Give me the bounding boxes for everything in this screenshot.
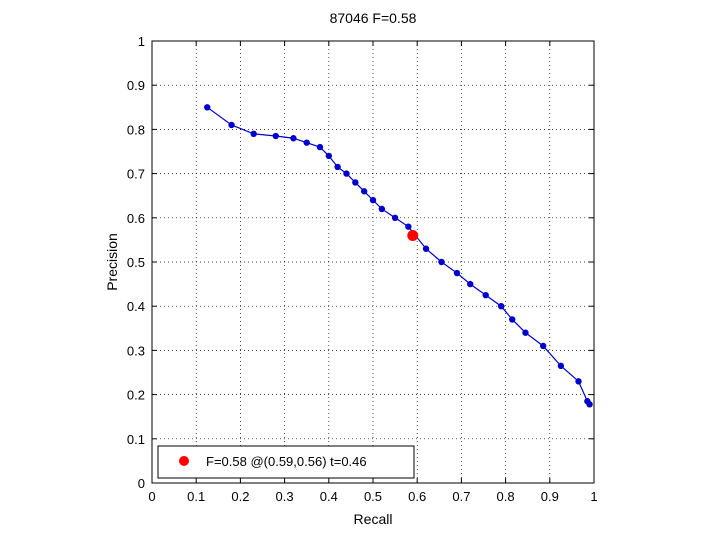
- y-tick-label: 0.9: [127, 78, 145, 93]
- data-point: [378, 205, 386, 213]
- data-point: [509, 316, 516, 323]
- data-point: [250, 130, 257, 138]
- x-tick-label: 0.3: [276, 489, 294, 504]
- x-tick-label: 0.2: [231, 489, 249, 504]
- data-point: [586, 401, 593, 408]
- y-tick-label: 0.5: [127, 255, 145, 270]
- y-tick-label: 0.2: [127, 388, 145, 403]
- series-line: [206, 106, 591, 405]
- data-point: [539, 342, 547, 350]
- data-point: [497, 303, 505, 310]
- legend-box: [157, 445, 415, 479]
- x-tick-label: 0.8: [497, 489, 515, 504]
- x-tick-label: 0: [148, 489, 155, 504]
- x-tick-label: 0.7: [452, 489, 470, 504]
- data-point: [405, 223, 412, 230]
- data-point: [575, 378, 582, 385]
- x-tick-label: 0.1: [187, 489, 205, 504]
- x-tick-label: 0.9: [541, 489, 559, 504]
- data-point: [325, 152, 332, 160]
- data-point: [557, 362, 565, 370]
- data-point: [467, 280, 474, 288]
- data-point: [228, 121, 235, 129]
- data-point: [352, 179, 359, 186]
- x-tick-label: 0.5: [364, 489, 382, 504]
- best-f-point: [407, 229, 419, 241]
- data-point: [303, 139, 310, 146]
- data-point: [204, 104, 211, 111]
- data-point: [453, 269, 461, 277]
- data-point: [272, 132, 279, 140]
- data-point: [422, 245, 430, 252]
- data-point: [391, 214, 399, 221]
- chart-title: 87046 F=0.58: [330, 10, 417, 26]
- data-point: [438, 258, 445, 266]
- x-tick-label: 0.4: [320, 489, 338, 504]
- x-tick-label: 0.6: [408, 489, 426, 504]
- y-tick-label: 0.6: [127, 211, 145, 226]
- tick-layer: 0 0.1 0.2 0.3 0.4 0.5 0.6 0.7 0.8 0.9 1 0 0.1 0.2 0.3 0…: [127, 34, 598, 504]
- y-tick-label: 0.7: [127, 167, 145, 182]
- y-tick-label: 0.1: [127, 432, 145, 447]
- y-tick-label: 1: [138, 34, 145, 49]
- data-point: [482, 291, 489, 299]
- y-tick-label: 0.4: [127, 299, 145, 314]
- series-layer: [204, 104, 593, 408]
- y-axis-title: Precision: [104, 233, 120, 291]
- data-point: [522, 329, 529, 336]
- data-point: [369, 196, 377, 204]
- data-point: [360, 188, 368, 195]
- x-tick-label: 1: [590, 489, 597, 504]
- legend-marker: [179, 456, 189, 466]
- x-axis-title: Recall: [354, 511, 393, 527]
- data-point: [290, 135, 297, 142]
- grid-layer: [152, 41, 594, 483]
- data-point: [316, 143, 324, 151]
- y-tick-label: 0.8: [127, 122, 145, 137]
- y-tick-label: 0.3: [127, 343, 145, 358]
- data-point: [343, 170, 350, 177]
- legend-label: F=0.58 @(0.59,0.56) t=0.46: [206, 454, 367, 469]
- y-tick-label: 0: [138, 476, 145, 491]
- legend: F=0.58 @(0.59,0.56) t=0.46: [157, 445, 415, 479]
- data-point: [334, 163, 341, 171]
